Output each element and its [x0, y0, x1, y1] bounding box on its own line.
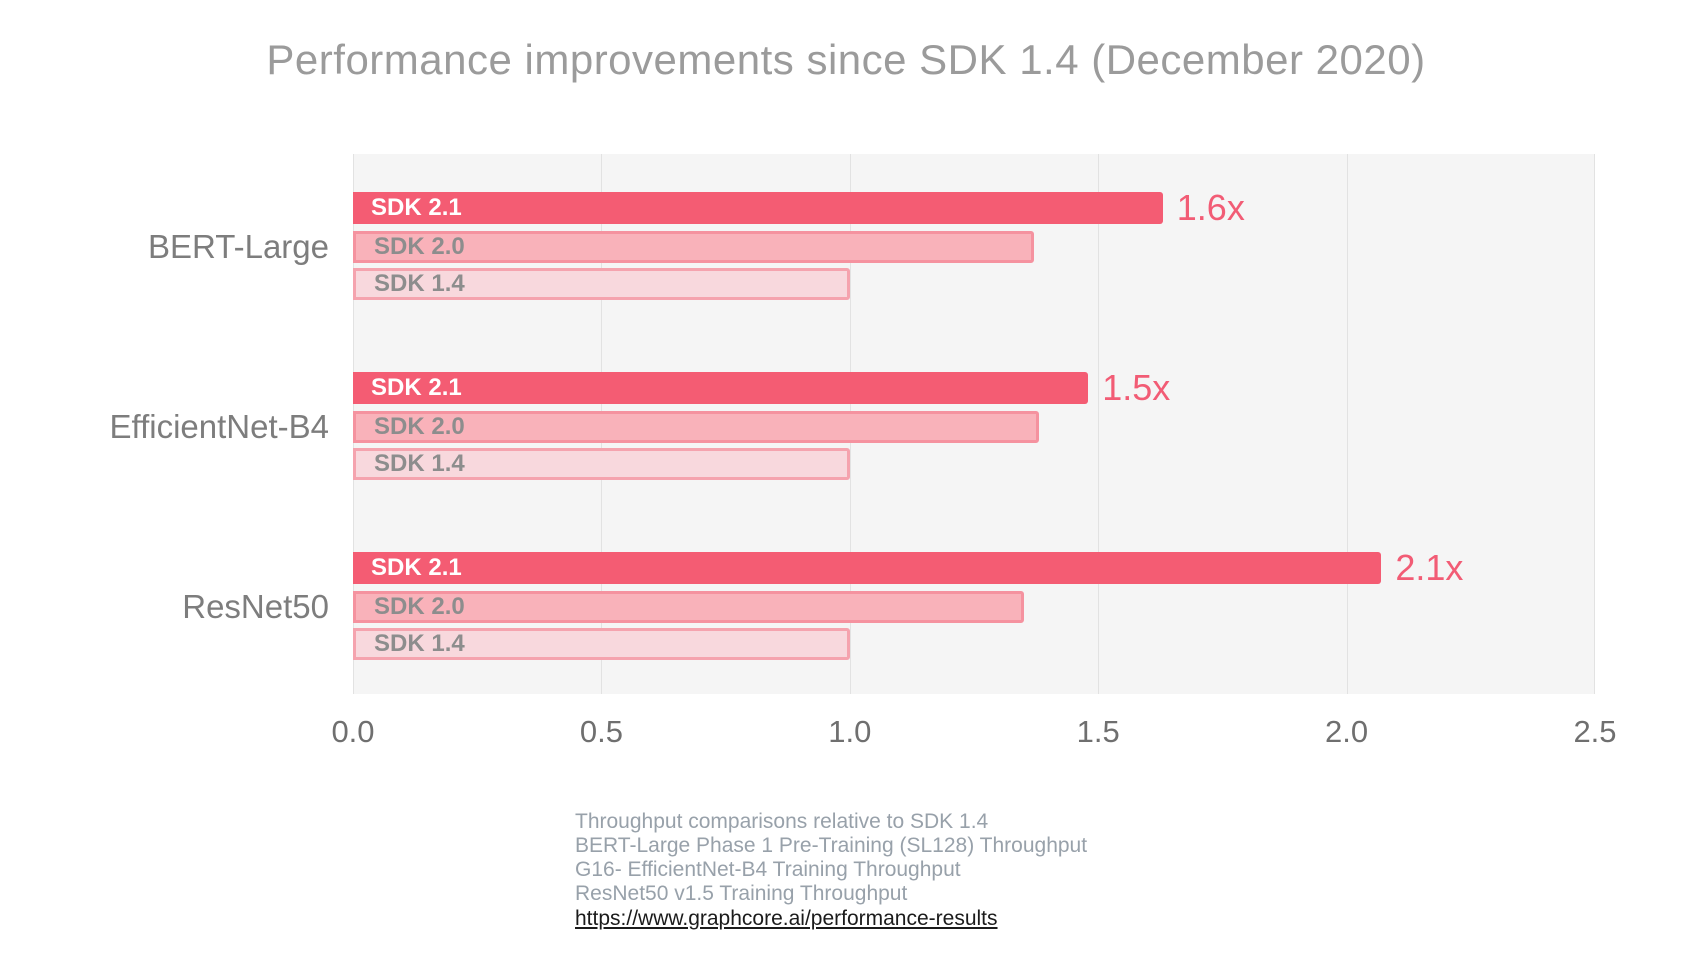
- bar-bert-large-sdk-1.4: SDK 1.4: [353, 268, 850, 300]
- category-label-efficientnet-b4: EfficientNet-B4: [109, 408, 330, 445]
- bar-series-label: SDK 2.0: [374, 413, 465, 440]
- bar-bert-large-sdk-2.1: SDK 2.1: [353, 192, 1163, 224]
- gridline-2.5: [1594, 154, 1595, 694]
- footer-notes: Throughput comparisons relative to SDK 1…: [575, 810, 1087, 931]
- bar-resnet50-sdk-1.4: SDK 1.4: [353, 628, 850, 660]
- plot-area: SDK 2.1 SDK 2.0 SDK 1.4 1.6x SDK 2.1 SDK…: [353, 154, 1595, 694]
- value-label-resnet50: 2.1x: [1395, 547, 1464, 588]
- x-tick-2.5: 2.5: [1573, 714, 1617, 749]
- footer-line-4: ResNet50 v1.5 Training Throughput: [575, 882, 908, 905]
- x-tick-2.0: 2.0: [1325, 714, 1369, 749]
- bar-efficientnet-b4-sdk-2.1: SDK 2.1: [353, 372, 1089, 404]
- gridline-2.0: [1346, 154, 1348, 694]
- gridline-1.5: [1098, 154, 1100, 694]
- x-tick-1.5: 1.5: [1076, 714, 1120, 749]
- footer-line-2: BERT-Large Phase 1 Pre-Training (SL128) …: [575, 834, 1088, 857]
- bar-series-label: SDK 2.1: [371, 554, 462, 581]
- chart-title: Performance improvements since SDK 1.4 (…: [266, 36, 1426, 83]
- bar-series-label: SDK 1.4: [374, 630, 465, 657]
- bar-efficientnet-b4-sdk-1.4: SDK 1.4: [353, 448, 850, 480]
- performance-results-link[interactable]: https://www.graphcore.ai/performance-res…: [575, 907, 998, 930]
- x-tick-0.0: 0.0: [331, 714, 375, 749]
- x-axis: 0.0 0.5 1.0 1.5 2.0 2.5: [331, 714, 1616, 754]
- bar-efficientnet-b4-sdk-2.0: SDK 2.0: [353, 411, 1039, 443]
- bar-group-efficientnet-b4: SDK 2.1 SDK 2.0 SDK 1.4 1.5x: [353, 334, 1595, 514]
- bar-series-label: SDK 2.1: [371, 194, 462, 221]
- bar-resnet50-sdk-2.1: SDK 2.1: [353, 552, 1382, 584]
- bar-group-resnet50: SDK 2.1 SDK 2.0 SDK 1.4 2.1x: [353, 514, 1595, 694]
- bar-series-label: SDK 2.0: [374, 593, 465, 620]
- bar-series-label: SDK 2.1: [371, 374, 462, 401]
- bar-bert-large-sdk-2.0: SDK 2.0: [353, 231, 1034, 263]
- category-label-bert-large: BERT-Large: [148, 228, 329, 265]
- x-tick-0.5: 0.5: [579, 714, 623, 749]
- bar-series-label: SDK 1.4: [374, 450, 465, 477]
- value-label-bert-large: 1.6x: [1176, 187, 1245, 228]
- value-label-efficientnet-b4: 1.5x: [1102, 367, 1171, 408]
- bar-series-label: SDK 1.4: [374, 270, 465, 297]
- footer-line-3: G16- EfficientNet-B4 Training Throughput: [575, 858, 961, 881]
- footer-line-1: Throughput comparisons relative to SDK 1…: [575, 810, 989, 833]
- bar-series-label: SDK 2.0: [374, 233, 465, 260]
- bar-resnet50-sdk-2.0: SDK 2.0: [353, 591, 1024, 623]
- category-label-resnet50: ResNet50: [182, 588, 329, 625]
- x-tick-1.0: 1.0: [828, 714, 872, 749]
- bar-group-bert-large: SDK 2.1 SDK 2.0 SDK 1.4 1.6x: [353, 154, 1595, 334]
